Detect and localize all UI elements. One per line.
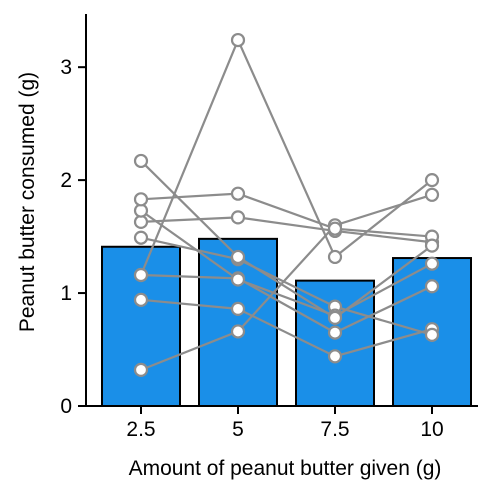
individual-point-2-2.5 [133, 292, 149, 307]
individual-line-6 [140, 209, 433, 317]
individual-point-1-5 [230, 324, 246, 339]
individual-point-9-10 [424, 173, 440, 188]
individual-point-4-2.5 [133, 230, 149, 245]
individual-point-9-2.5 [133, 267, 149, 283]
bars-layer [101, 237, 472, 407]
individual-point-8-7.5 [327, 310, 343, 326]
individual-point-6-5 [230, 272, 246, 287]
individual-point-8-2.5 [133, 153, 149, 169]
individual-point-7-5 [230, 186, 246, 201]
axes-layer: 0 1 2 3 2.5 5 7.5 10 [60, 14, 478, 441]
x-tick-label-2.5: 2.5 [126, 418, 155, 441]
individual-point-3-10 [424, 279, 440, 294]
x-axis-title: Amount of peanut butter given (g) [129, 457, 442, 480]
y-tick-label-0: 0 [60, 395, 72, 418]
individual-point-9-5 [230, 32, 246, 48]
individual-point-7-7.5 [327, 221, 343, 236]
individual-line-5 [140, 216, 433, 244]
individual-line-3 [140, 273, 433, 334]
individual-line-4 [140, 236, 433, 336]
individual-lines-layer [139, 37, 433, 371]
individual-point-2-7.5 [327, 349, 343, 364]
individual-point-1-2.5 [133, 362, 149, 377]
individual-point-3-7.5 [327, 325, 343, 340]
individual-point-1-10 [424, 187, 440, 202]
y-axis-title: Peanut butter consumed (g) [16, 72, 39, 332]
individual-point-9-7.5 [327, 249, 343, 265]
individual-point-5-5 [230, 210, 246, 225]
x-tick-label-10: 10 [420, 418, 443, 441]
individual-line-1 [140, 193, 433, 371]
y-tick-label-2: 2 [60, 169, 72, 192]
individual-point-4-10 [424, 327, 440, 342]
individual-point-8-5 [230, 249, 246, 265]
individual-point-8-10 [424, 238, 440, 253]
individual-line-7 [140, 192, 433, 238]
individual-point-7-2.5 [133, 192, 149, 207]
individual-line-2 [140, 298, 433, 358]
individual-point-2-5 [230, 301, 246, 316]
individual-line-8 [140, 160, 433, 320]
individual-point-6-10 [424, 256, 440, 271]
x-tick-label-5: 5 [232, 418, 244, 441]
y-tick-label-3: 3 [60, 56, 72, 79]
x-tick-label-7.5: 7.5 [320, 418, 349, 441]
individual-markers-layer [133, 32, 440, 377]
individual-line-9 [139, 37, 433, 276]
y-tick-label-1: 1 [60, 282, 72, 305]
